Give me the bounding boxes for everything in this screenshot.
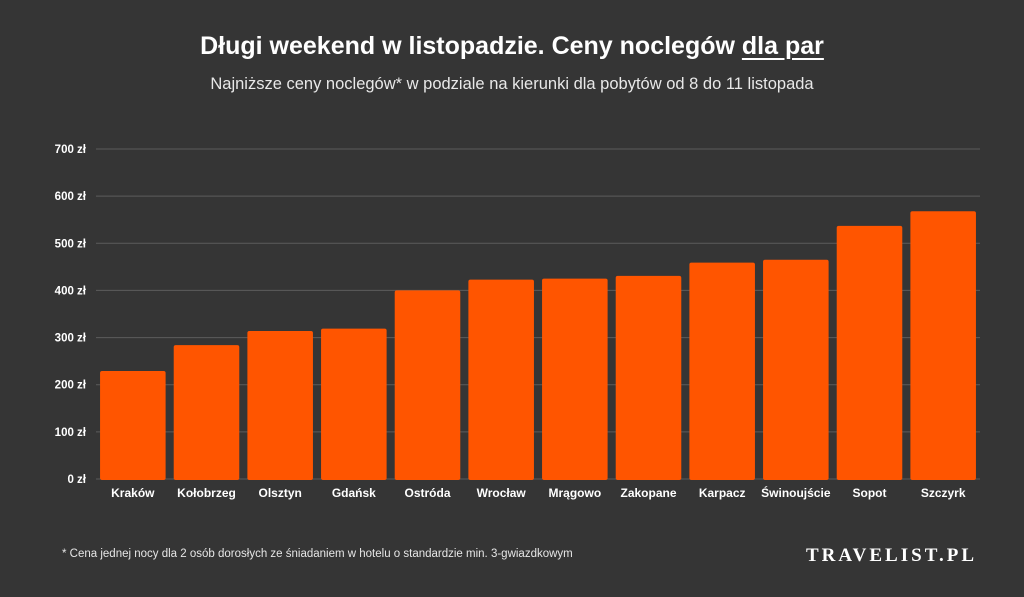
x-tick-label: Karpacz [699,486,746,500]
x-tick-label: Wrocław [477,486,527,500]
x-tick-label: Zakopane [620,486,676,500]
bar-3 [247,330,313,480]
y-axis-tick-labels: 0 zł 100 zł 200 zł 300 zł 400 zł 500 zł 600 zł… [55,144,87,486]
bar-10 [763,259,829,480]
bar-1 [100,371,166,480]
y-tick-label: 0 zł [67,474,86,486]
x-tick-label: Gdańsk [332,486,376,500]
bar-9 [689,262,755,480]
chart-title-emphasis: dla par [741,32,824,60]
bar-2 [173,345,240,480]
bar-4 [321,328,387,480]
y-tick-label: 600 zł [55,191,87,203]
chart-subtitle: Najniższe ceny noclegów* w podziale na k… [210,75,814,93]
y-tick-label: 700 zł [55,144,87,156]
y-tick-label: 500 zł [55,238,87,250]
y-tick-label: 100 zł [55,427,87,439]
bar-6 [468,279,534,480]
x-tick-label: Sopot [853,486,887,500]
x-tick-label: Ostróda [404,486,450,500]
bar-12 [910,211,976,480]
y-tick-label: 300 zł [55,333,87,345]
bar-11 [836,225,903,480]
brand-logo: TRAVELIST.PL [806,545,977,566]
y-tick-label: 200 zł [55,380,87,392]
x-axis-tick-labels: Kraków Kołobrzeg Olsztyn Gdańsk Ostróda Wrocł… [111,485,966,500]
bar-5 [394,290,461,480]
chart-title: Długi weekend w listopadzie. Ceny nocleg… [0,32,1024,61]
bar-7 [542,278,608,480]
footnote: * Cena jednej nocy dla 2 osób dorosłych … [62,548,573,560]
y-tick-label: 400 zł [55,285,87,297]
x-tick-label: Kraków [111,486,155,500]
chart-title-main: Długi weekend w listopadzie. Ceny nocleg… [200,32,742,60]
bar-8 [615,275,682,480]
x-tick-label: Szczyrk [921,486,966,500]
x-tick-label: Kołobrzeg [177,486,236,500]
x-tick-label: Olsztyn [258,486,301,500]
x-tick-label: Mrągowo [548,486,601,500]
bars [100,211,976,480]
grid-lines [96,148,980,480]
x-tick-label: Świnoujście [761,485,831,500]
